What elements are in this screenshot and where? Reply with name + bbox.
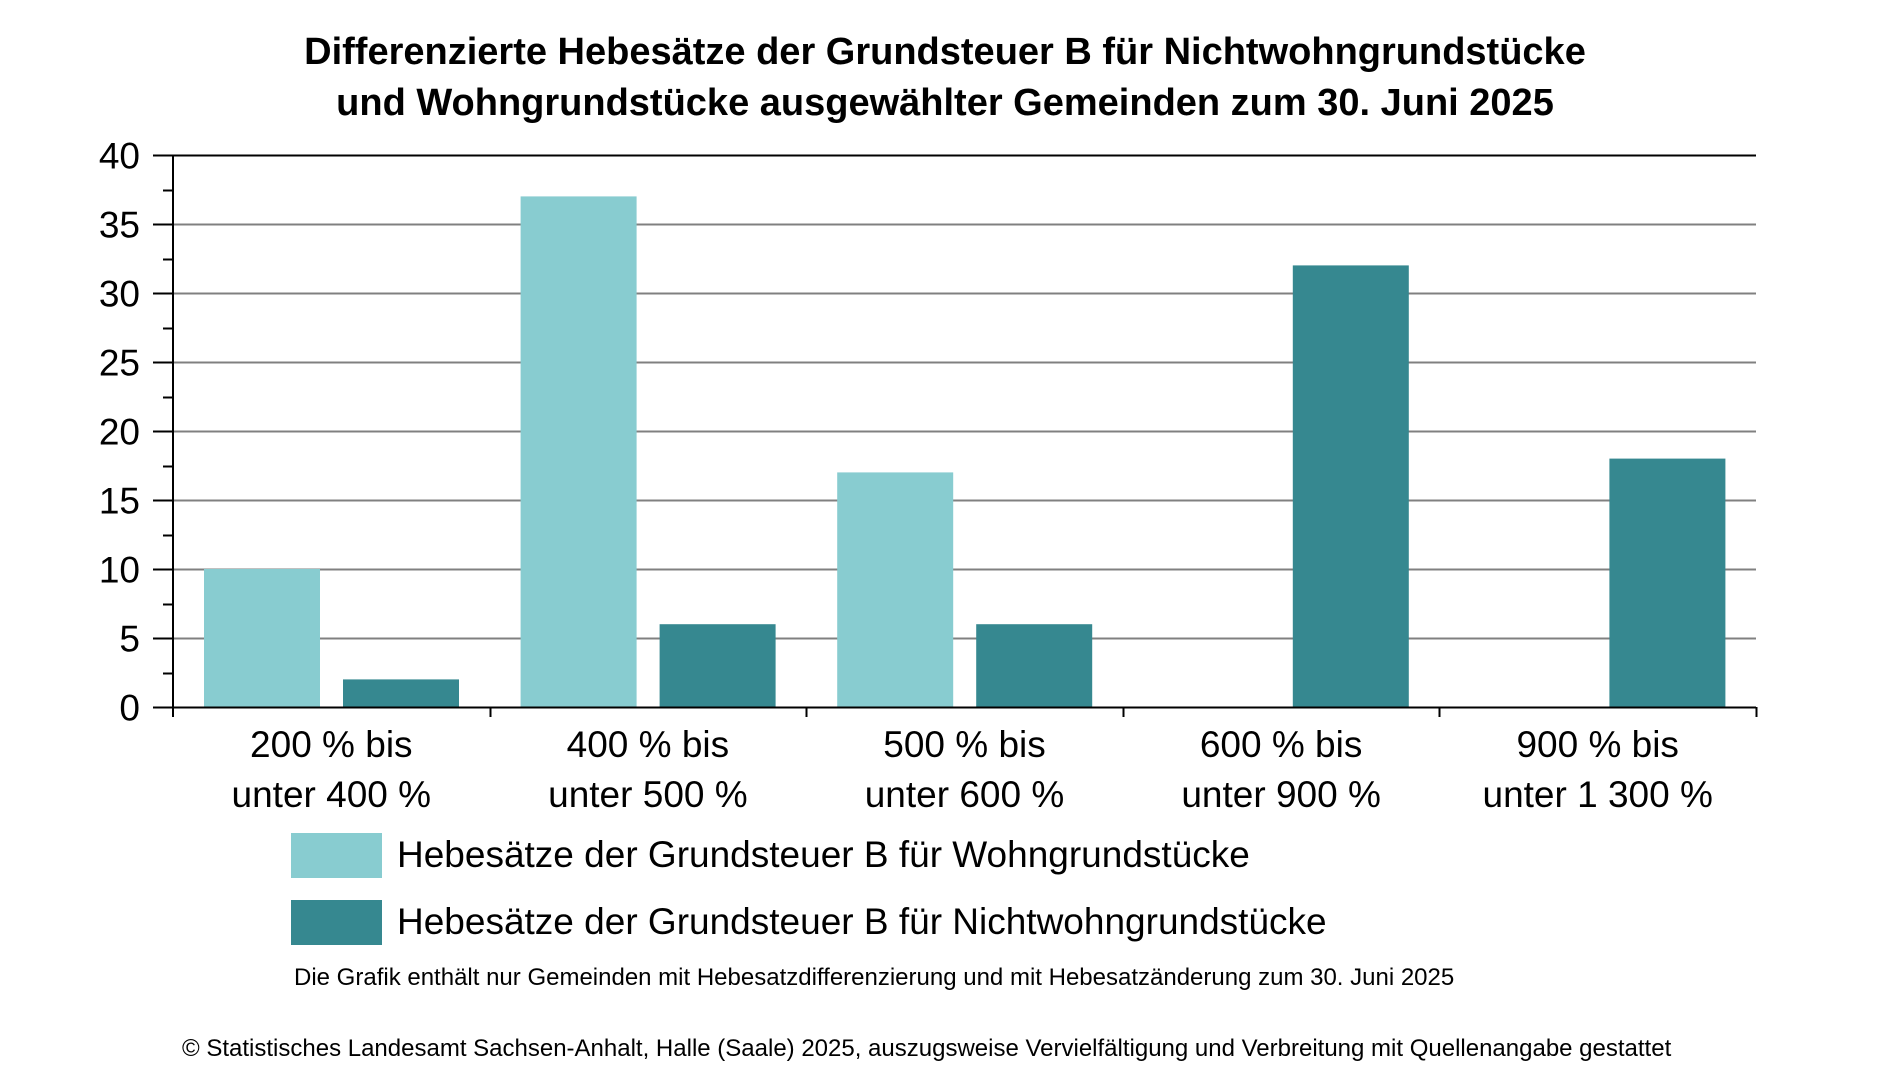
chart-title-line-1: Differenzierte Hebesätze der Grundsteuer… — [304, 31, 1586, 73]
bar-nichtwohn — [976, 624, 1093, 707]
y-tick-label: 15 — [99, 481, 140, 522]
legend-item-wohn: Hebesätze der Grundsteuer B für Wohngrun… — [291, 832, 1250, 878]
x-tick-label: unter 1 300 % — [1483, 774, 1713, 815]
bar-nichtwohn — [1292, 265, 1409, 707]
bar-wohn — [520, 196, 637, 707]
footnote: Die Grafik enthält nur Gemeinden mit Heb… — [294, 964, 1455, 991]
x-tick-label: 900 % bis — [1516, 724, 1679, 765]
y-tick-label: 40 — [99, 136, 140, 177]
x-tick-label: unter 900 % — [1181, 774, 1381, 815]
x-tick-label: 400 % bis — [567, 724, 730, 765]
x-tick-label: unter 600 % — [865, 774, 1065, 815]
x-tick-label: 500 % bis — [883, 724, 1046, 765]
x-tick-label: 200 % bis — [250, 724, 413, 765]
copyright-notice: © Statistisches Landesamt Sachsen-Anhalt… — [182, 1035, 1672, 1062]
x-tick-label: 600 % bis — [1200, 724, 1363, 765]
x-tick-labels: 200 % bis unter 400 % 400 % bis unter 500 %… — [232, 724, 1713, 815]
y-tick-label: 10 — [99, 550, 140, 591]
y-tick-label: 0 — [119, 688, 140, 729]
y-tick-label: 20 — [99, 412, 140, 453]
bar-chart: 0 5 10 15 20 25 30 35 40 200 % bis unter 400 % 400… — [99, 136, 1758, 815]
legend-swatch-nichtwohn — [291, 899, 382, 945]
legend-label-wohn: Hebesätze der Grundsteuer B für Wohngrun… — [397, 834, 1250, 875]
y-tick-label: 30 — [99, 274, 140, 315]
axes — [153, 154, 1758, 717]
y-tick-labels: 0 5 10 15 20 25 30 35 40 — [99, 136, 140, 729]
bar-wohn — [837, 472, 954, 707]
bar-nichtwohn — [1609, 458, 1726, 707]
bar-wohn — [204, 569, 320, 707]
legend-swatch-wohn — [291, 832, 382, 878]
bar-nichtwohn — [659, 624, 776, 707]
x-tick-label: unter 400 % — [232, 774, 432, 815]
y-tick-label: 5 — [119, 619, 140, 660]
y-tick-label: 25 — [99, 343, 140, 384]
chart-title-line-2: und Wohngrundstücke ausgewählter Gemeind… — [336, 82, 1554, 124]
chart-title: Differenzierte Hebesätze der Grundsteuer… — [0, 27, 1890, 129]
bars — [204, 196, 1726, 707]
gridlines — [173, 154, 1756, 640]
legend-item-nichtwohn: Hebesätze der Grundsteuer B für Nichtwoh… — [291, 899, 1327, 945]
legend-label-nichtwohn: Hebesätze der Grundsteuer B für Nichtwoh… — [397, 901, 1327, 942]
y-tick-label: 35 — [99, 205, 140, 246]
bar-nichtwohn — [343, 679, 459, 707]
x-tick-label: unter 500 % — [548, 774, 748, 815]
